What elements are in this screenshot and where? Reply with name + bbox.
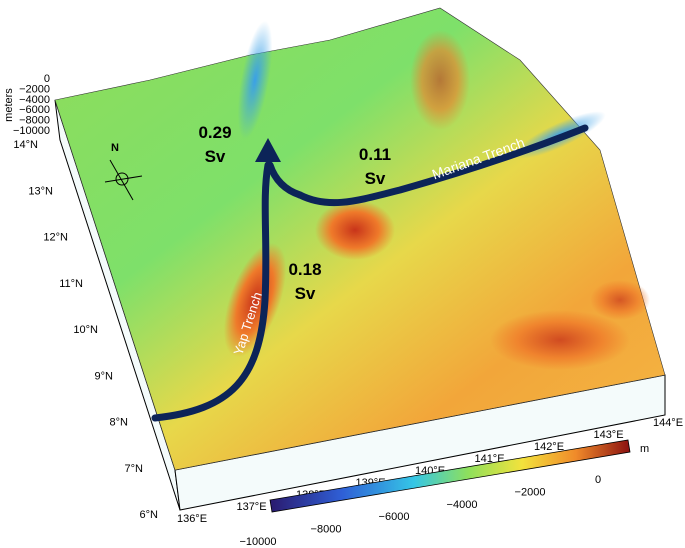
lat-label: 6°N: [140, 509, 159, 521]
transport-value: 0.18: [288, 260, 321, 279]
colorbar-tick-label: −6000: [379, 511, 410, 523]
lat-label: 10°N: [73, 324, 98, 336]
depth-tick-label: −6000: [19, 104, 50, 116]
lat-label: 14°N: [13, 139, 38, 151]
transport-value: 0.11: [359, 145, 391, 164]
compass-label: N: [111, 142, 119, 154]
lat-label: 8°N: [110, 417, 129, 429]
lat-label: 12°N: [43, 232, 68, 244]
lon-label: 143°E: [593, 429, 623, 441]
lon-label: 144°E: [653, 417, 683, 429]
compass: N: [104, 142, 143, 201]
transport-unit: Sv: [365, 169, 386, 188]
depth-tick-label: −10000: [13, 125, 50, 137]
colorbar-tick-label: −2000: [515, 486, 546, 498]
lon-label: 142°E: [534, 441, 564, 453]
colorbar-tick-label: −8000: [311, 524, 342, 536]
lat-label: 7°N: [125, 463, 144, 475]
depth-tick-label: −2000: [19, 83, 50, 95]
colorbar: [269, 439, 631, 513]
transport-unit: Sv: [205, 147, 226, 166]
lat-label: 9°N: [95, 370, 114, 382]
depth-tick-label: −8000: [19, 115, 50, 127]
lon-label: 136°E: [177, 513, 207, 525]
depth-tick-label: 0: [44, 73, 50, 85]
colorbar-tick-label: −4000: [447, 499, 478, 511]
lon-label: 137°E: [236, 501, 266, 513]
colorbar-tick-label: −10000: [239, 536, 276, 548]
depth-tick-label: −4000: [19, 94, 50, 106]
terrain-block: [54, 7, 666, 511]
current-arrows: [151, 124, 589, 422]
lat-label: 13°N: [28, 185, 53, 197]
colorbar-unit: m: [640, 443, 649, 455]
colorbar-tick-label: 0: [595, 474, 601, 486]
depth-axis-label: meters: [3, 88, 15, 122]
transport-unit: Sv: [295, 284, 316, 303]
lat-label: 11°N: [59, 278, 83, 290]
transport-value: 0.29: [198, 123, 231, 142]
